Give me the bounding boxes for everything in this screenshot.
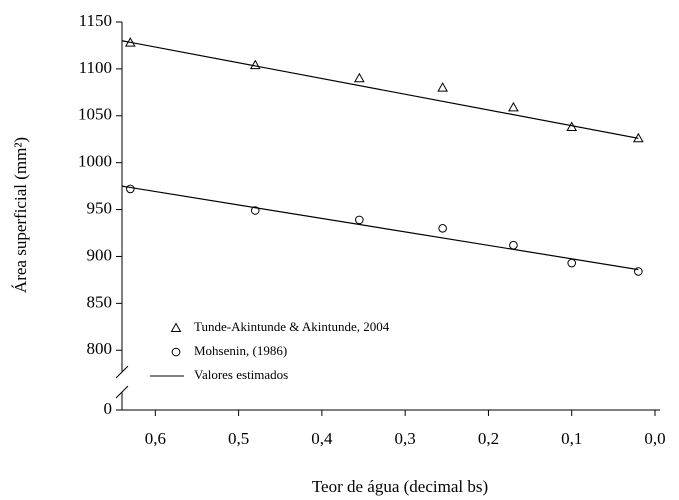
marker (566, 121, 578, 132)
x-tick-label: 0,4 (311, 429, 333, 448)
x-axis-label: Teor de água (decimal bs) (312, 477, 488, 496)
axis-break (115, 365, 129, 379)
marker (437, 82, 448, 92)
x-tick-label: 0,0 (644, 429, 665, 448)
y-tick-label: 900 (87, 245, 113, 264)
legend-marker (170, 322, 182, 332)
marker (509, 240, 518, 250)
legend-label: Valores estimados (194, 367, 288, 382)
x-tick-label: 0,1 (561, 429, 582, 448)
marker (355, 215, 364, 225)
y-tick-label: 0 (104, 399, 113, 418)
x-tick-label: 0,5 (228, 429, 249, 448)
legend-label: Tunde-Akintunde & Akintunde, 2004 (194, 319, 390, 334)
marker (634, 267, 643, 276)
marker (438, 224, 447, 233)
marker (126, 184, 135, 194)
y-tick-label: 1100 (79, 58, 112, 77)
x-tick-label: 0,3 (395, 429, 416, 448)
marker (249, 59, 261, 70)
y-tick-label: 1150 (79, 11, 112, 30)
axis-break (115, 385, 129, 399)
legend-marker (171, 347, 181, 357)
marker (250, 206, 260, 215)
y-tick-label: 1000 (78, 152, 112, 171)
fit-line (121, 40, 639, 139)
y-tick-label: 850 (87, 292, 113, 311)
fit-line (121, 185, 639, 271)
y-tick-label: 950 (87, 198, 113, 217)
marker (567, 258, 577, 268)
marker (124, 37, 136, 47)
x-tick-label: 0,2 (478, 429, 499, 448)
marker (508, 101, 519, 112)
x-tick-label: 0,6 (145, 429, 166, 448)
legend-label: Mohsenin, (1986) (194, 343, 287, 358)
y-axis-label: Área superficial (mm²) (11, 137, 30, 293)
y-tick-label: 800 (87, 339, 113, 358)
marker (353, 72, 365, 83)
marker (632, 132, 644, 143)
y-tick-label: 1050 (78, 105, 112, 124)
